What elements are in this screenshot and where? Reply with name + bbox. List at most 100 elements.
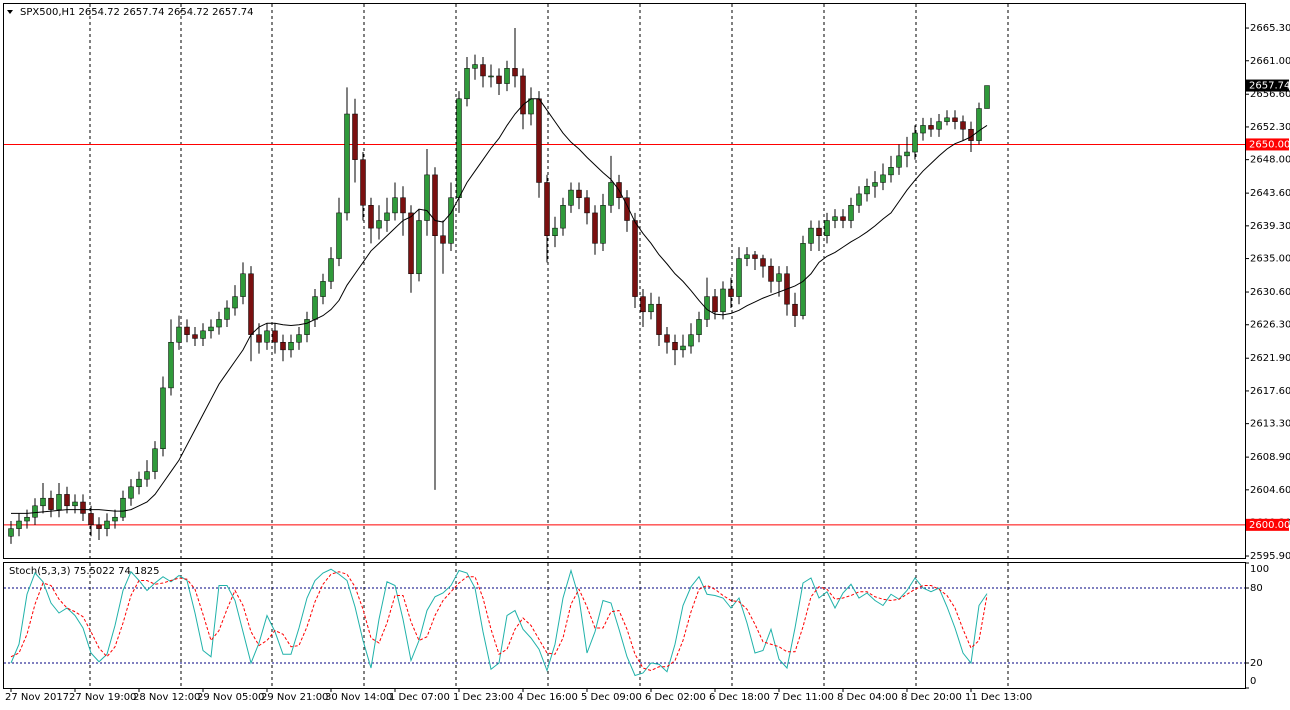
candle-body [88,513,94,526]
last-price-box [1246,79,1289,92]
candle-body [168,341,174,389]
candle-body [328,258,334,282]
candle-body [456,98,462,198]
y-tick-label: 2613.30 [1250,419,1290,430]
candle-body [384,212,390,221]
y-tick-label: 2608.90 [1250,452,1290,463]
candle-body [600,205,606,244]
candle-body [344,113,350,214]
candle-body [672,341,678,351]
chart-title: SPX500,H1 2654.72 2657.74 2654.72 2657.7… [20,7,254,18]
candle-body [680,345,686,351]
candle-body [792,303,798,316]
candle-body [48,497,54,510]
candle-body [424,174,430,221]
candle-body [352,113,358,160]
candle-body [408,212,414,275]
candle-body [416,220,422,275]
candle-body [256,334,262,343]
candle-body [928,125,934,130]
candle-body [184,326,190,335]
x-tick-label: 6 Dec 02:00 [645,692,706,703]
candle-body [824,220,830,236]
candle-body [80,501,86,514]
candle-body [976,108,982,141]
candle-body [216,319,222,328]
candle-body [392,197,398,214]
y-tick-label: 2643.60 [1250,188,1290,199]
candle-body [232,296,238,309]
candle-body [56,494,62,510]
candle-body [8,528,14,537]
candle-body [296,334,302,343]
candle-body [96,524,102,529]
candle-body [904,151,910,157]
candle-body [984,85,990,109]
candle-body [704,296,710,320]
candle-body [552,227,558,236]
candle-body [920,125,926,134]
y-tick-label: 80 [1250,583,1263,594]
x-tick-label: 7 Dec 11:00 [773,692,834,703]
collapse-icon [7,10,13,14]
candle-body [64,494,70,507]
y-tick-label: 2656.60 [1250,89,1290,100]
candle-body [160,387,166,450]
candle-body [848,205,854,221]
candle-body [176,326,182,343]
candle-body [808,227,814,244]
candle-body [248,273,254,335]
x-tick-label: 28 Nov 12:00 [133,692,200,703]
y-tick-label: 2630.60 [1250,287,1290,298]
candle-body [272,330,278,343]
candle-body [144,471,150,480]
candle-body [264,330,270,343]
candle-body [368,205,374,229]
candle-body [880,174,886,183]
candle-body [224,307,230,320]
candle-body [592,212,598,244]
y-tick-label: 20 [1250,658,1263,669]
x-tick-label: 1 Dec 07:00 [389,692,450,703]
candle-body [312,296,318,320]
candle-body [240,273,246,297]
candle-body [864,186,870,195]
level-label: 2650.00 [1249,139,1290,150]
candle-body [24,516,30,522]
level-label-box [1246,138,1289,151]
candle-body [832,216,838,221]
y-tick-label: 2604.60 [1250,485,1290,496]
candle-body [520,75,526,115]
candle-body [496,75,502,84]
candle-body [744,254,750,259]
candle-body [16,520,22,529]
candle-body [728,288,734,297]
candle-body [688,334,694,347]
candle-body [536,98,542,183]
candle-body [288,341,294,351]
x-tick-label: 27 Nov 2017 [5,692,69,703]
y-tick-label: 2595.90 [1250,551,1290,562]
x-tick-label: 11 Dec 13:00 [965,692,1032,703]
candle-body [960,121,966,130]
x-tick-label: 1 Dec 23:00 [453,692,514,703]
candle-body [872,182,878,187]
candle-body [952,117,958,122]
y-tick-label: 2617.60 [1250,386,1290,397]
candle-body [480,64,486,77]
x-tick-label: 27 Nov 19:00 [69,692,136,703]
x-tick-label: 8 Dec 04:00 [837,692,898,703]
candle-body [944,117,950,122]
y-tick-label: 100 [1250,564,1269,575]
x-tick-label: 5 Dec 09:00 [581,692,642,703]
candle-body [896,155,902,168]
candle-body [280,341,286,351]
candle-body [816,227,822,236]
last-price-label: 2657.74 [1249,81,1290,92]
level-label-box [1246,518,1289,531]
x-tick-label: 8 Dec 20:00 [901,692,962,703]
candle-body [504,68,510,84]
y-tick-label: 2648.00 [1250,155,1290,166]
